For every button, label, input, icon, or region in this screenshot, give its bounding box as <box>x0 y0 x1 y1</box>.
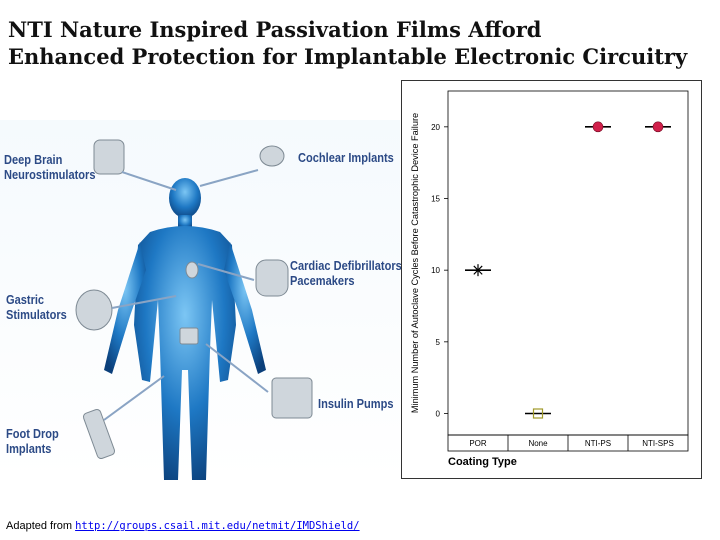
footer-prefix: Adapted from <box>6 520 76 532</box>
pointer-arrows <box>103 169 269 421</box>
y-tick-label: 5 <box>436 338 441 347</box>
label-deep-brain-neurostimulators: Deep Brain Neurostimulators <box>4 152 96 182</box>
x-tick-label: POR <box>469 439 487 448</box>
label-foot-drop-implants: Foot Drop Implants <box>6 426 59 456</box>
source-footer: Adapted from http://groups.csail.mit.edu… <box>6 520 360 532</box>
y-tick-label: 0 <box>436 410 441 419</box>
data-point <box>592 121 604 133</box>
x-tick-label: NTI-SPS <box>642 439 674 448</box>
x-tick-label: NTI-PS <box>585 439 611 448</box>
chart-panel: 0 5 10 15 20 POR None NTI-PS NTI-SPS Coating Type… <box>401 80 702 479</box>
title-line-1: NTI Nature Inspired Passivation Films Af… <box>8 17 542 42</box>
human-body-figure <box>0 120 400 480</box>
label-gastric-stimulators: Gastric Stimulators <box>6 292 67 322</box>
y-axis-label: Minimum Number of Autoclave Cycles Befor… <box>410 113 420 413</box>
y-tick-label: 15 <box>431 195 440 204</box>
slide-title: NTI Nature Inspired Passivation Films Af… <box>8 16 708 70</box>
implant-illustration: Deep Brain Neurostimulators Cochlear Imp… <box>0 120 405 480</box>
title-line-2: Enhanced Protection for Implantable Elec… <box>8 44 688 69</box>
y-tick-label: 10 <box>431 266 440 275</box>
data-point <box>472 264 484 277</box>
label-cardiac-defibrillators: Cardiac Defibrillators/ Pacemakers <box>290 258 405 288</box>
x-tick-label: None <box>528 439 548 448</box>
device-icons <box>75 139 313 460</box>
x-axis-label: Coating Type <box>448 456 517 468</box>
label-insulin-pumps: Insulin Pumps <box>318 396 394 411</box>
data-point <box>652 121 664 133</box>
y-tick-label: 20 <box>431 123 440 132</box>
label-cochlear-implants: Cochlear Implants <box>298 150 394 165</box>
source-link[interactable]: http://groups.csail.mit.edu/netmit/IMDSh… <box>75 520 360 532</box>
autoclave-cycles-chart: 0 5 10 15 20 POR None NTI-PS NTI-SPS Coating Type… <box>410 90 689 468</box>
plot-area <box>447 90 689 436</box>
data-point <box>532 408 544 419</box>
